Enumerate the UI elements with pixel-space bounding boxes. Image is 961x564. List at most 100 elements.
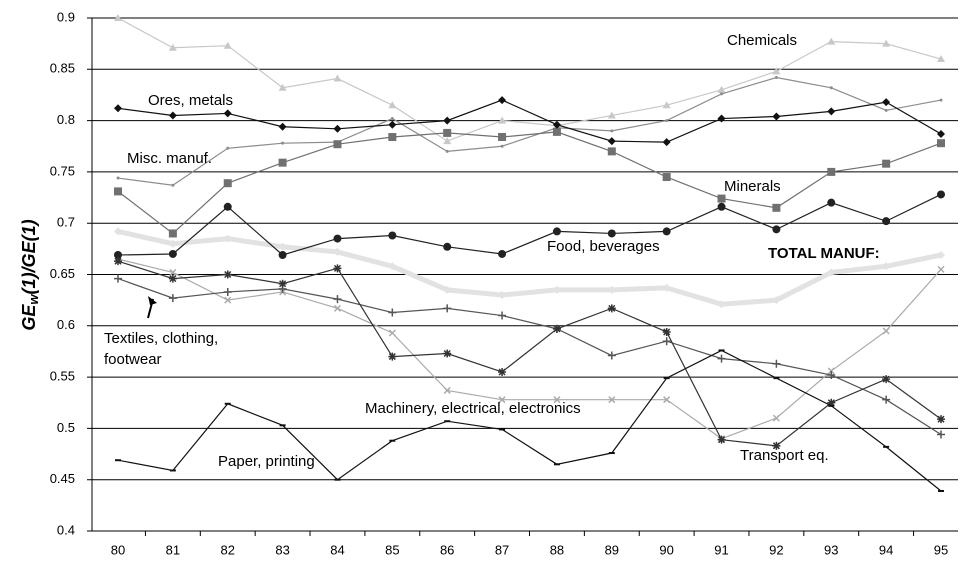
marker: [608, 396, 616, 404]
marker: [827, 167, 836, 176]
marker: [278, 122, 287, 131]
marker: [937, 251, 945, 260]
marker: [224, 296, 232, 304]
marker: [772, 67, 781, 75]
x-tick-label: 93: [824, 542, 838, 557]
marker: [169, 268, 177, 276]
marker: [278, 242, 287, 251]
marker: [552, 127, 561, 136]
series-label: Textiles, clothing, footwear: [104, 330, 219, 368]
marker: [281, 141, 285, 145]
y-tick-label: 0.7: [57, 215, 75, 230]
annotation-arrowhead: [148, 296, 157, 305]
marker: [224, 402, 231, 405]
marker: [662, 101, 671, 109]
x-tick-label: 82: [220, 542, 234, 557]
marker: [333, 295, 342, 304]
marker: [498, 133, 507, 142]
marker: [718, 349, 725, 352]
marker: [498, 396, 506, 404]
marker: [662, 138, 671, 147]
x-tick-label: 85: [385, 542, 399, 557]
marker: [882, 395, 891, 404]
marker: [498, 249, 507, 258]
marker: [607, 111, 616, 119]
series-label: TOTAL MANUF:: [768, 245, 880, 262]
y-label-main: GE: [19, 304, 39, 331]
marker: [607, 351, 616, 360]
series-line: [117, 17, 942, 142]
x-tick-label: 84: [330, 542, 344, 557]
y-tick-label: 0.85: [50, 61, 75, 76]
series-label: Paper, printing: [218, 453, 315, 470]
marker: [223, 41, 232, 49]
marker: [114, 227, 122, 236]
marker: [772, 225, 781, 234]
marker: [388, 308, 397, 317]
marker: [168, 229, 177, 238]
marker: [333, 124, 342, 133]
y-tick-label: 0.65: [50, 266, 75, 281]
series-line: [117, 228, 942, 307]
marker: [388, 101, 397, 109]
marker: [388, 231, 397, 240]
marker: [114, 251, 122, 260]
marker: [443, 116, 452, 125]
marker: [772, 112, 781, 121]
marker: [388, 133, 397, 142]
marker: [114, 274, 122, 283]
marker: [168, 239, 177, 248]
marker: [607, 147, 616, 156]
marker: [223, 270, 232, 279]
marker: [772, 296, 781, 305]
marker: [333, 264, 342, 273]
marker: [498, 96, 507, 105]
y-tick-label: 0.5: [57, 420, 75, 435]
x-tick-label: 83: [275, 542, 289, 557]
marker: [937, 55, 945, 63]
marker: [607, 229, 616, 238]
series-line: [117, 76, 942, 186]
marker: [662, 227, 671, 236]
x-tick-label: 92: [769, 542, 783, 557]
marker: [333, 304, 341, 312]
marker: [938, 489, 944, 492]
series-line: [117, 99, 942, 143]
marker: [717, 202, 726, 211]
marker: [279, 424, 286, 427]
marker: [610, 129, 614, 133]
marker: [883, 445, 890, 448]
marker: [223, 109, 232, 118]
marker: [443, 349, 452, 358]
y-tick-label: 0.9: [57, 9, 75, 24]
series-line: [117, 258, 942, 440]
marker: [939, 98, 943, 102]
marker: [937, 430, 945, 439]
marker: [443, 242, 452, 251]
marker: [552, 285, 561, 294]
marker: [498, 116, 507, 124]
marker: [388, 352, 397, 361]
marker: [662, 283, 671, 292]
marker: [278, 158, 287, 167]
marker: [443, 128, 452, 137]
marker: [882, 327, 890, 335]
x-tick-label: 86: [440, 542, 454, 557]
marker: [552, 227, 561, 236]
marker: [333, 140, 342, 149]
marker: [168, 274, 177, 283]
marker: [443, 285, 452, 294]
series-line: [117, 349, 942, 492]
marker: [827, 371, 836, 380]
marker: [278, 251, 287, 260]
series-label: Machinery, electrical, electronics: [365, 400, 581, 417]
series-line: [117, 131, 942, 235]
marker: [662, 337, 671, 346]
marker: [937, 190, 945, 199]
marker: [882, 39, 891, 47]
marker: [226, 146, 230, 150]
marker: [937, 415, 945, 424]
marker: [498, 367, 507, 376]
y-tick-label: 0.45: [50, 471, 75, 486]
